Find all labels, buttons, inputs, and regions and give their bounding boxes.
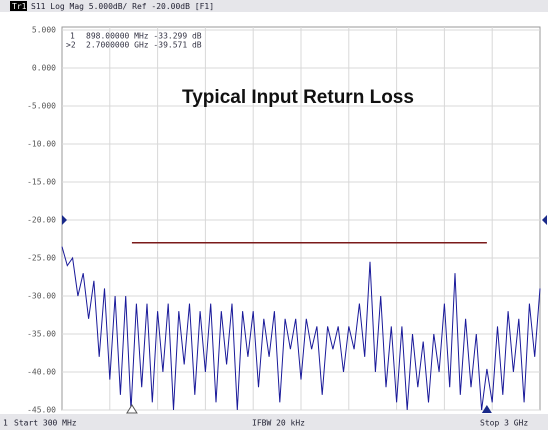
- marker-id: >2: [66, 41, 76, 50]
- trace-settings: S11 Log Mag 5.000dB/ Ref -20.00dB [F1]: [31, 2, 214, 11]
- marker-triangle: [126, 404, 138, 414]
- y-tick-label: -30.00: [27, 292, 56, 301]
- marker-readout: 2.7000000 GHz -39.571 dB: [86, 41, 202, 50]
- y-tick-label: 0.000: [32, 64, 56, 73]
- reference-marker: [62, 215, 67, 225]
- marker-triangle: [481, 405, 492, 413]
- y-tick-label: -15.00: [27, 178, 56, 187]
- start-freq: Start 300 MHz: [14, 419, 77, 428]
- reference-marker: [542, 215, 547, 225]
- header-bar: [0, 0, 548, 12]
- trace-id: Tr1: [12, 2, 27, 11]
- marker-id: 1: [70, 32, 75, 41]
- channel-id: 1: [3, 419, 8, 428]
- trace-badge: [10, 1, 27, 11]
- chart-title: Typical Input Return Loss: [182, 87, 414, 108]
- y-tick-label: -10.00: [27, 140, 56, 149]
- y-tick-label: -35.00: [27, 330, 56, 339]
- y-tick-label: 5.000: [32, 26, 56, 35]
- y-tick-label: -5.000: [27, 102, 56, 111]
- stop-freq: Stop 3 GHz: [480, 419, 528, 428]
- y-tick-label: -25.00: [27, 254, 56, 263]
- y-tick-label: -20.00: [27, 216, 56, 225]
- marker-readout: 898.00000 MHz -33.299 dB: [86, 32, 202, 41]
- trace-line: [61, 246, 541, 411]
- ifbw: IFBW 20 kHz: [252, 419, 305, 428]
- y-tick-label: -45.00: [27, 406, 56, 415]
- y-tick-label: -40.00: [27, 368, 56, 377]
- footer-bar: [0, 414, 548, 430]
